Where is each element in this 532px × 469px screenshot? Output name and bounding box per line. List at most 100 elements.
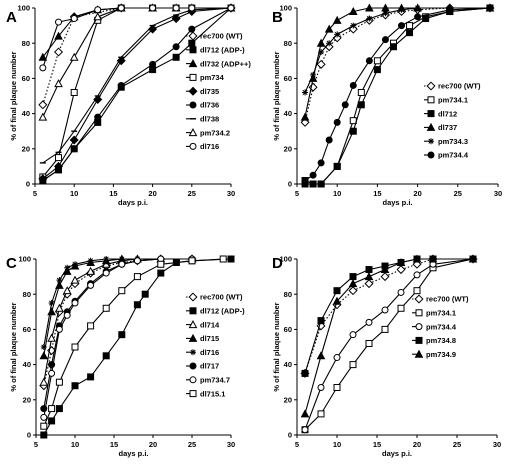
legend-entry: pm734.9 — [426, 350, 456, 359]
data-point — [48, 300, 55, 306]
x-tick-label: 30 — [494, 189, 502, 198]
legend-entry: pm734.7 — [200, 376, 230, 385]
legend-marker — [188, 59, 198, 68]
series-line-1 — [304, 7, 490, 123]
series-line-3 — [304, 258, 474, 430]
data-point — [309, 171, 317, 179]
data-point — [373, 66, 381, 74]
data-point — [188, 4, 196, 12]
series-line-1 — [304, 258, 473, 374]
data-point — [54, 47, 64, 57]
data-point — [333, 118, 341, 126]
data-point — [54, 79, 63, 88]
legend-marker — [188, 31, 198, 41]
data-point — [188, 257, 196, 265]
data-point — [366, 15, 373, 22]
legend-marker — [189, 142, 197, 150]
data-point — [333, 354, 341, 362]
data-point — [116, 56, 126, 66]
y-tick-label: 80 — [284, 39, 292, 48]
data-point — [381, 325, 389, 333]
legend-marker — [428, 138, 434, 145]
series-line-8 — [43, 258, 224, 427]
data-point — [118, 331, 126, 339]
data-point — [334, 31, 341, 38]
legend-marker — [415, 323, 423, 331]
legend-entry: pm734.4 — [426, 322, 457, 331]
legend-entry: pm734 — [200, 73, 225, 82]
data-point — [38, 112, 48, 121]
data-point — [301, 176, 309, 184]
legend-marker — [427, 96, 435, 104]
data-point — [157, 269, 165, 277]
data-point — [118, 287, 126, 295]
panel-label: D — [272, 255, 283, 272]
data-point — [381, 306, 389, 314]
data-point — [93, 12, 103, 21]
data-point — [55, 18, 63, 26]
series-line-6 — [43, 258, 192, 409]
data-point — [317, 159, 325, 167]
data-point — [149, 4, 157, 12]
legend-marker — [188, 128, 198, 137]
x-tick-label: 20 — [413, 189, 421, 198]
legend-entry: pm734.3 — [438, 137, 468, 146]
data-point — [227, 255, 235, 263]
data-point — [72, 261, 78, 268]
data-point — [69, 135, 79, 145]
y-tick-label: 60 — [23, 325, 31, 334]
legend-marker — [426, 81, 436, 91]
y-tick-label: 20 — [22, 144, 30, 153]
legend-marker — [189, 46, 197, 54]
legend-entry: dl714 — [200, 320, 220, 329]
legend-entry: dl736 — [200, 101, 219, 110]
data-point — [39, 351, 49, 360]
data-point — [102, 304, 110, 312]
x-tick-label: 25 — [454, 189, 462, 198]
data-point — [348, 279, 358, 288]
data-point — [381, 36, 389, 44]
data-point — [102, 352, 110, 360]
y-tick-label: 0 — [26, 180, 30, 189]
data-point — [317, 180, 325, 188]
x-tick-label: 30 — [227, 189, 235, 198]
data-point — [406, 29, 414, 37]
data-point — [48, 417, 56, 425]
data-point — [188, 25, 196, 33]
legend-marker — [188, 292, 198, 302]
data-point — [332, 296, 342, 305]
x-tick-label: 15 — [109, 189, 117, 198]
data-point — [55, 154, 63, 162]
legend-entry: dl737 — [438, 123, 457, 132]
data-point — [71, 382, 79, 390]
legend-entry: rec700 (WT) — [438, 82, 481, 91]
data-point — [364, 272, 374, 281]
legend-marker — [414, 349, 424, 358]
data-point — [325, 136, 333, 144]
data-point — [302, 89, 309, 96]
y-tick-label: 100 — [17, 4, 30, 13]
data-point — [300, 409, 310, 418]
data-point — [348, 24, 358, 34]
legend-entry: pm734.1 — [438, 96, 468, 105]
series-line-2 — [304, 258, 474, 431]
data-point — [422, 15, 430, 23]
x-tick-label: 10 — [333, 440, 341, 449]
data-point — [349, 81, 357, 89]
data-point — [380, 265, 390, 274]
data-point — [133, 273, 141, 281]
data-point — [87, 257, 94, 264]
legend-marker — [188, 320, 198, 329]
data-point — [357, 101, 365, 109]
data-point — [428, 254, 438, 263]
data-point — [69, 52, 79, 61]
data-point — [317, 383, 325, 391]
legend-entry: dl715.1 — [200, 389, 225, 398]
legend-marker — [189, 376, 197, 384]
data-point — [38, 100, 48, 110]
data-point — [40, 344, 47, 350]
data-point — [316, 38, 326, 47]
data-point — [227, 4, 235, 12]
panel-label: A — [6, 9, 17, 26]
x-tick-label: 25 — [188, 440, 196, 449]
